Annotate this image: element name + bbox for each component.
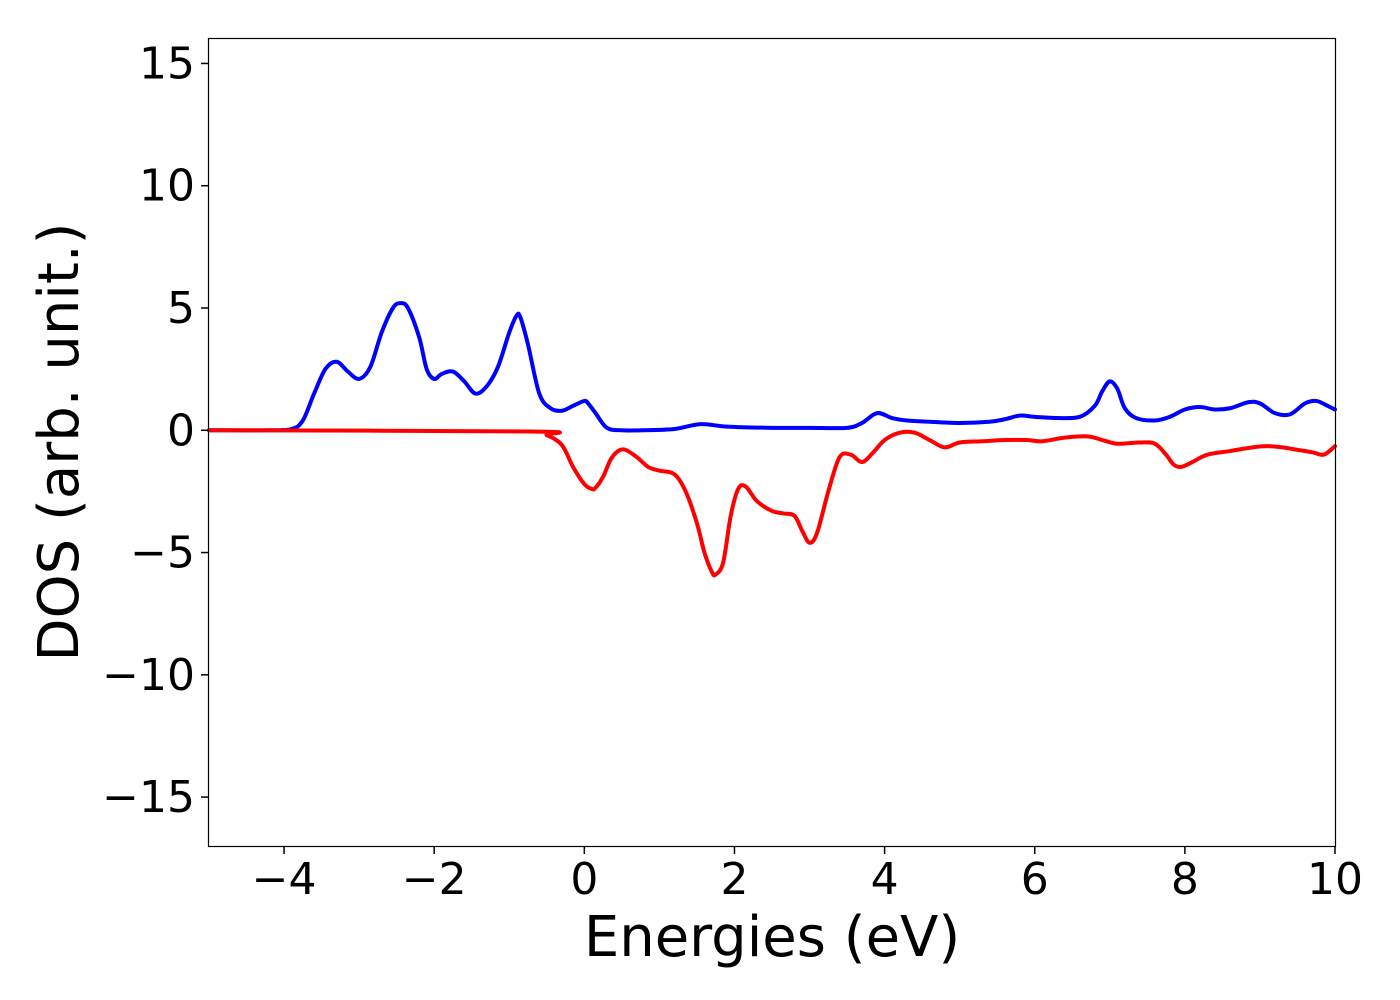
x-tick-label: −4 [252,854,317,905]
y-tick-label: −15 [102,772,195,823]
y-tick-label: 10 [139,161,195,212]
x-tick-label: 8 [1171,854,1199,905]
x-tick-label: 2 [720,854,748,905]
y-tick-label: −5 [130,528,195,579]
plot-frame [207,37,1337,848]
tick-layer: −4 −2 0 2 4 6 8 10 15 10 5 0 −5 −10 −15 [102,38,1363,905]
series-line-2 [207,428,1337,578]
y-tick-label: 5 [167,283,195,334]
series-layer [207,301,1337,578]
y-tick-label: 15 [139,38,195,89]
x-axis-label: Energies (eV) [584,905,960,970]
x-tick-label: 0 [570,854,598,905]
y-tick-label: −10 [102,650,195,701]
series-line-1 [207,301,1337,433]
x-tick-label: 10 [1307,854,1363,905]
x-tick-label: −2 [402,854,467,905]
y-axis-label: DOS (arb. unit.) [27,222,92,661]
x-tick-label: 4 [871,854,899,905]
y-tick-label: 0 [167,405,195,456]
x-tick-label: 6 [1021,854,1049,905]
